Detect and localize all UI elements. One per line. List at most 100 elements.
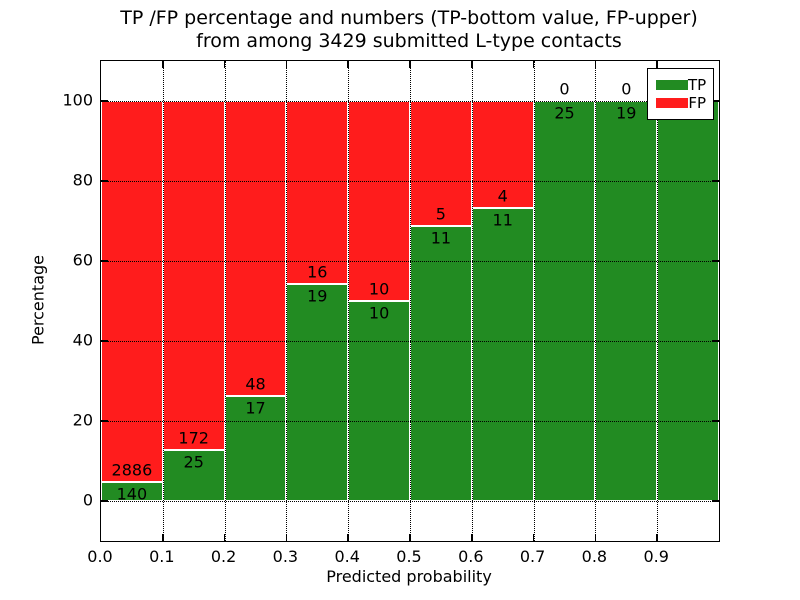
x-tick-label: 0.3 <box>272 547 299 566</box>
x-tick-mark <box>471 534 473 541</box>
bar-segment-tp <box>162 450 225 501</box>
x-tick-mark <box>656 534 658 541</box>
y-tick-mark <box>712 180 719 182</box>
tp-count-label: 10 <box>368 303 390 323</box>
gridline-vertical <box>224 61 226 541</box>
x-tick-mark <box>285 61 288 68</box>
y-tick-mark <box>712 100 719 102</box>
gridline-horizontal <box>101 261 719 262</box>
fp-count-label: 10 <box>368 279 390 299</box>
gridline-horizontal <box>101 181 719 182</box>
x-tick-mark <box>471 61 473 68</box>
x-tick-mark <box>162 534 164 541</box>
bar-segment-fp <box>286 101 349 284</box>
tp-count-label: 19 <box>616 103 637 123</box>
bar-segment-tp <box>471 207 534 501</box>
chart-title-line2: from among 3429 submitted L-type contact… <box>196 30 622 52</box>
tp-count-label: 11 <box>492 210 513 230</box>
y-tick-mark <box>101 180 108 182</box>
fp-count-label: 172 <box>178 428 209 448</box>
y-tick-mark <box>712 420 719 422</box>
bar-segment-tp <box>286 283 349 501</box>
gridline-vertical <box>595 61 597 541</box>
gridline-vertical <box>348 61 350 541</box>
x-tick-label: 0.1 <box>149 547 175 566</box>
x-tick-mark <box>347 534 349 541</box>
bar-segment-tp <box>595 101 658 501</box>
x-tick-label: 0.9 <box>643 547 669 566</box>
y-tick-label: 60 <box>72 250 93 270</box>
y-tick-mark <box>712 500 719 502</box>
bar-segment-tp <box>348 301 410 501</box>
plot-area: 288614017225481716191010511411025019011 … <box>100 60 720 542</box>
tp-count-label: 25 <box>554 103 575 123</box>
tp-legend-swatch <box>656 80 688 90</box>
gridline-vertical <box>533 61 535 541</box>
fp-count-label: 48 <box>245 374 266 394</box>
tp-count-label: 19 <box>307 286 328 306</box>
tp-count-label: 17 <box>245 398 266 418</box>
gridline-vertical <box>657 61 659 541</box>
fp-count-label: 0 <box>559 79 570 99</box>
x-tick-mark <box>347 61 349 68</box>
y-tick-mark <box>101 420 108 422</box>
fp-count-label: 2886 <box>111 460 153 480</box>
x-tick-label: 0.6 <box>458 547 484 566</box>
fp-count-label: 5 <box>435 204 446 224</box>
x-tick-label: 0.8 <box>581 547 608 566</box>
x-axis-title: Predicted probability <box>326 567 492 586</box>
x-tick-mark <box>162 61 164 68</box>
y-tick-mark <box>101 500 108 502</box>
y-tick-label: 0 <box>82 490 93 510</box>
y-tick-mark <box>101 340 108 342</box>
gridline-vertical <box>471 61 473 541</box>
y-tick-mark <box>101 100 108 102</box>
gridline-vertical <box>410 61 411 541</box>
tp-count-label: 25 <box>183 452 204 472</box>
fp-count-label: 0 <box>621 79 632 99</box>
ticks-layer <box>101 61 719 541</box>
bar-segment-fp <box>348 101 410 301</box>
gridline-horizontal <box>101 341 719 342</box>
y-tick-label: 100 <box>62 90 93 110</box>
x-tick-mark <box>656 61 658 68</box>
bar-segment-fp <box>101 101 163 483</box>
chart-title: TP /FP percentage and numbers (TP-bottom… <box>100 7 718 53</box>
fp-count-label: 4 <box>497 186 508 206</box>
x-tick-label: 0.2 <box>210 547 237 566</box>
grid-layer <box>101 61 719 541</box>
y-tick-mark <box>101 260 108 262</box>
bar-segment-fp <box>162 101 225 451</box>
x-tick-mark <box>409 61 411 68</box>
x-tick-mark <box>409 534 411 541</box>
gridline-horizontal <box>101 501 719 502</box>
x-tick-label: 0.5 <box>396 547 422 566</box>
y-tick-mark <box>712 340 719 342</box>
x-tick-mark <box>594 61 597 68</box>
x-tick-label: 0.7 <box>519 547 546 566</box>
bar-segment-tp <box>533 101 596 501</box>
tp-count-label: 11 <box>430 228 452 248</box>
x-tick-label: 0.4 <box>334 547 360 566</box>
chart-title-line1: TP /FP percentage and numbers (TP-bottom… <box>120 7 698 29</box>
y-tick-label: 20 <box>72 410 93 430</box>
x-tick-mark <box>594 534 597 541</box>
fp-count-label: 16 <box>307 262 328 282</box>
bar-segment-tp <box>657 101 719 501</box>
x-tick-mark <box>532 61 535 68</box>
legend-entry: TP <box>656 77 706 93</box>
gridline-horizontal <box>101 421 719 422</box>
gridline-horizontal <box>101 101 719 102</box>
x-tick-mark <box>223 61 226 68</box>
x-tick-mark <box>223 534 226 541</box>
gridline-vertical <box>162 61 164 541</box>
x-tick-mark <box>285 534 288 541</box>
bars-layer <box>101 61 719 541</box>
y-tick-mark <box>712 260 719 262</box>
x-tick-label: 0.0 <box>87 547 113 566</box>
tp-count-label: 140 <box>116 484 148 504</box>
bar-segment-fp <box>224 101 287 397</box>
y-tick-label: 40 <box>72 330 93 350</box>
legend-label: FP <box>688 94 706 112</box>
